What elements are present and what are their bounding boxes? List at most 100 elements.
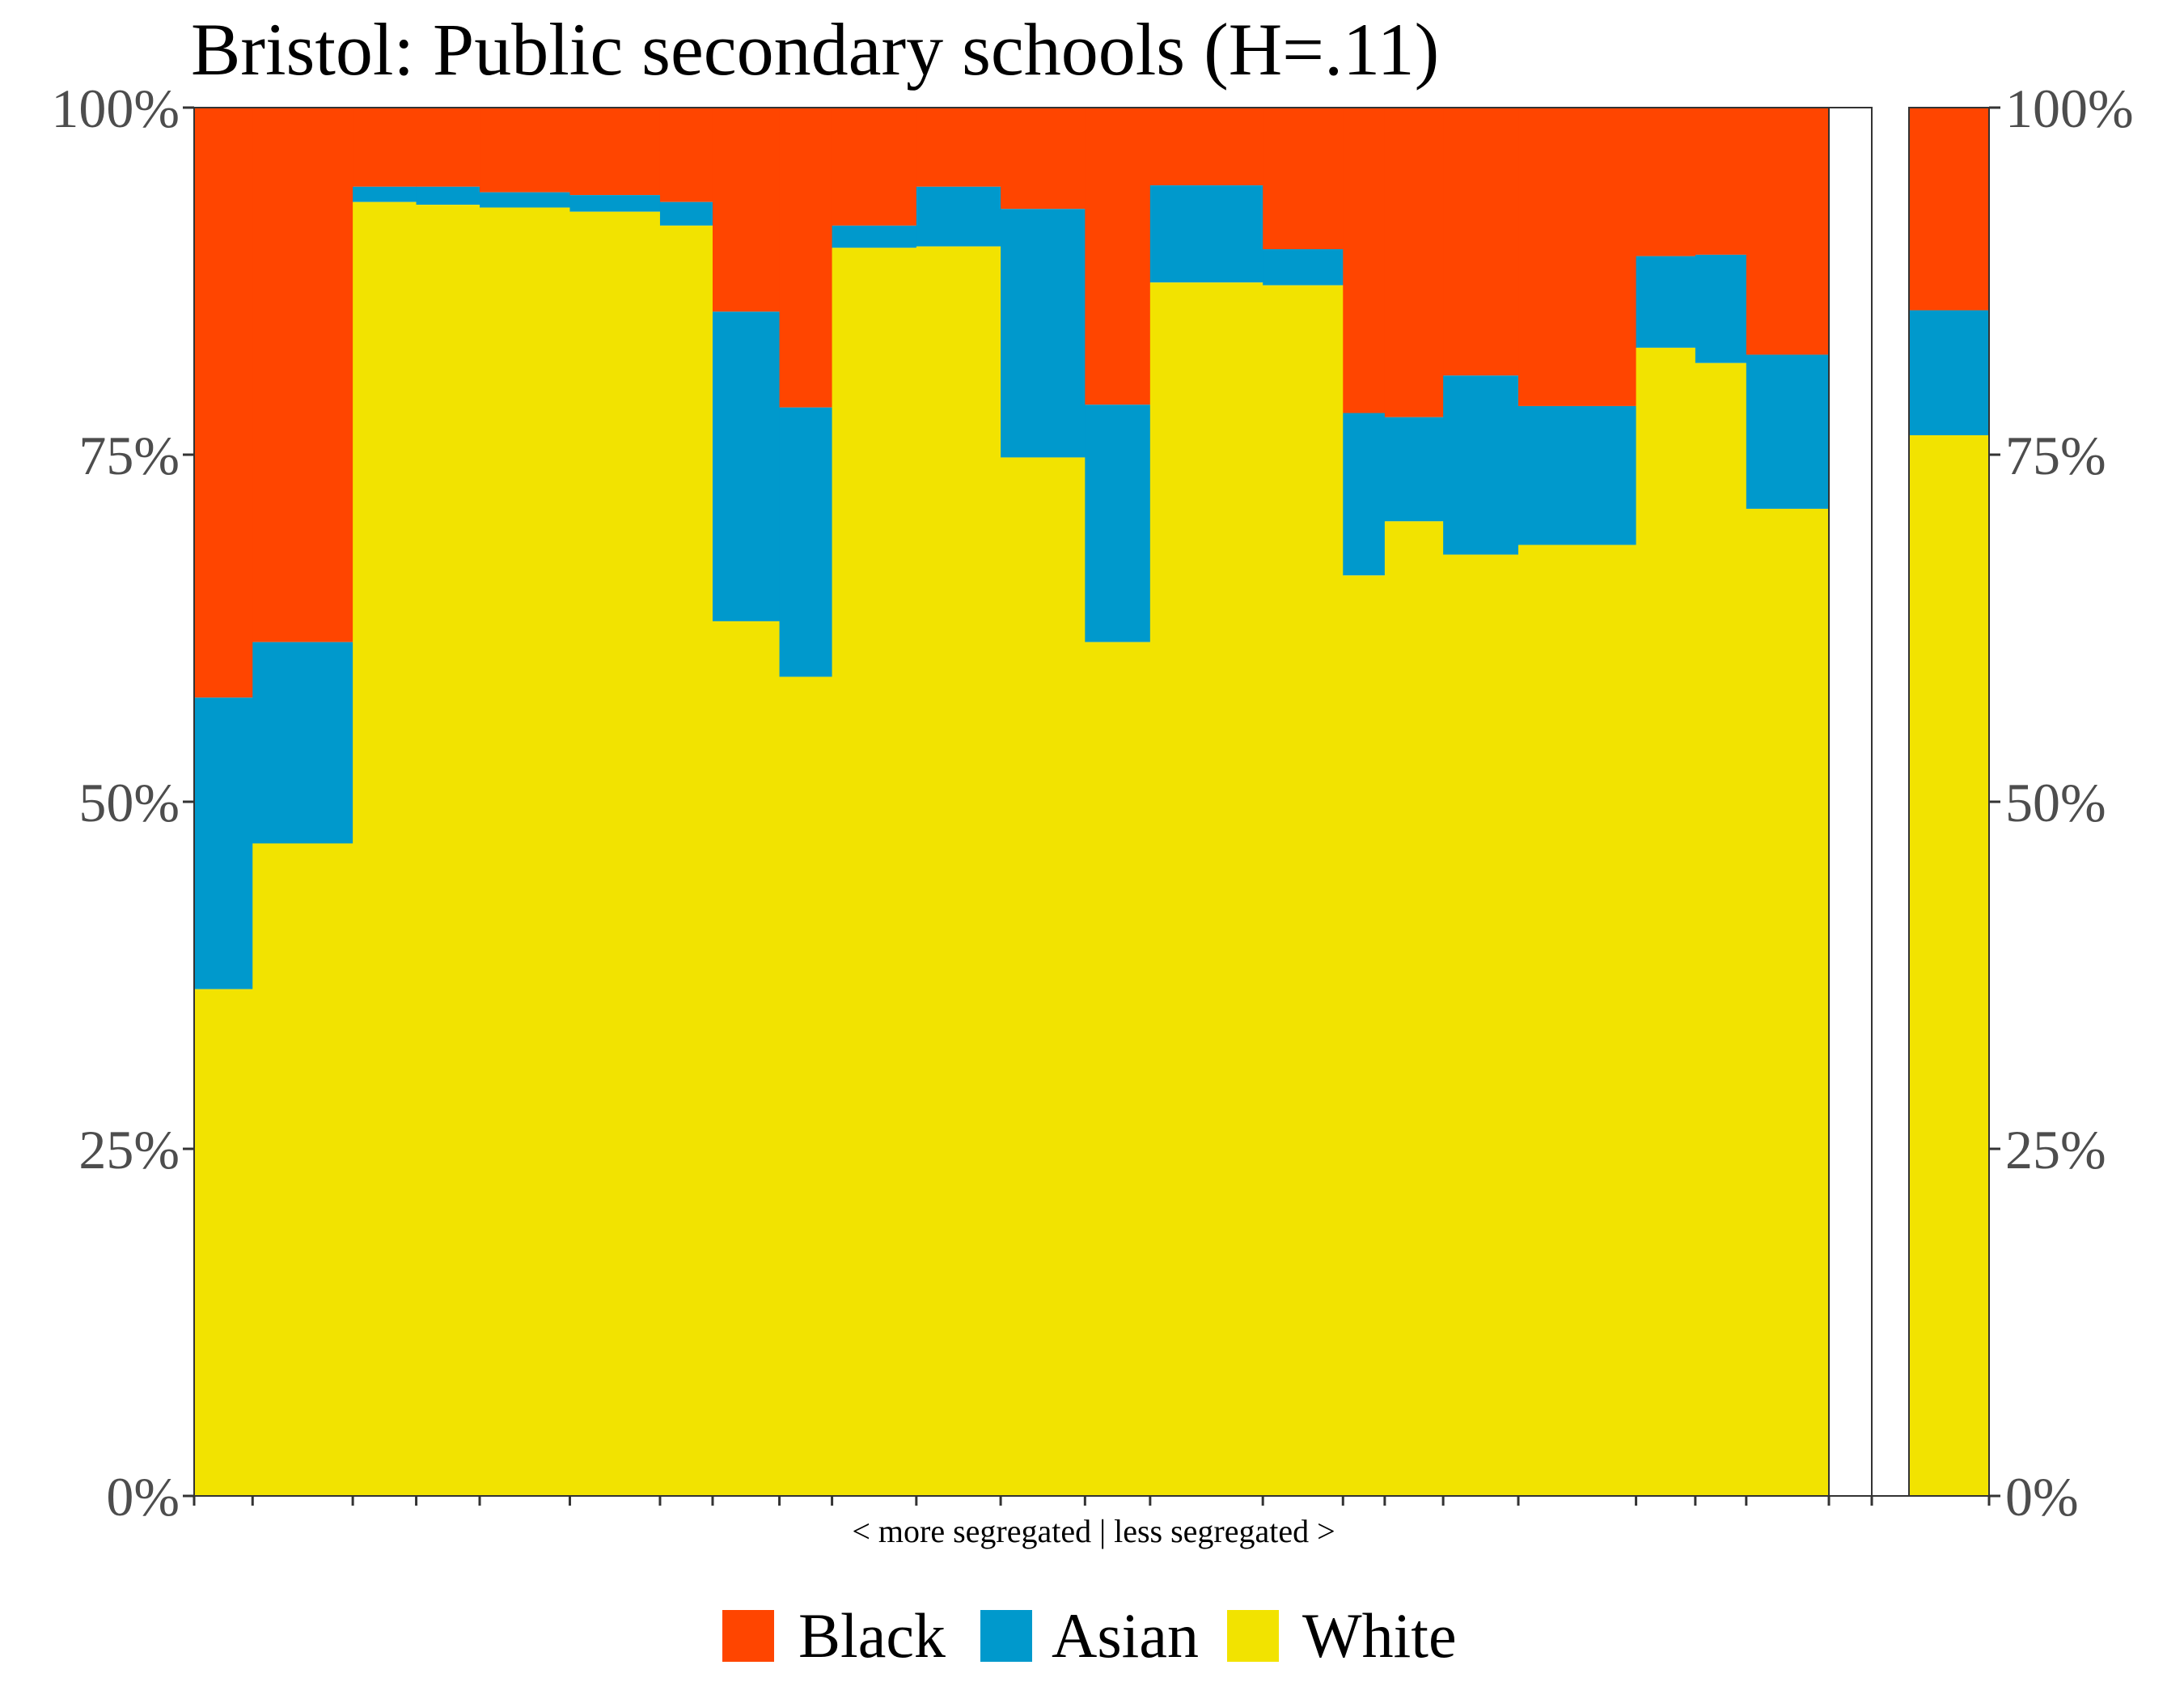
y-ticks-right: 0% 25% 50% 75% 100%	[1989, 78, 2134, 1527]
bar-segment-black	[1343, 108, 1386, 413]
bar-segment-white	[1695, 362, 1747, 1496]
bars-overall	[1909, 108, 1989, 1496]
axes	[193, 107, 1990, 1497]
bar-segment-asian	[712, 311, 781, 621]
bar-segment-white	[1443, 554, 1519, 1496]
school-bar-6	[569, 108, 661, 1497]
legend-key-asian	[980, 1610, 1032, 1662]
school-bar-18	[1443, 108, 1519, 1496]
y-tick-label-right: 0%	[2005, 1466, 2079, 1527]
school-bar-3	[353, 108, 417, 1497]
school-bar-16	[1343, 108, 1386, 1496]
y-tick-label-left: 25%	[78, 1119, 180, 1180]
bar-segment-asian	[1695, 254, 1747, 363]
bar-segment-black	[416, 108, 480, 187]
bar-segment-black	[194, 108, 253, 698]
bar-segment-white	[1384, 521, 1444, 1497]
school-bar-12	[1001, 108, 1086, 1496]
y-tick-label-left: 50%	[78, 772, 180, 833]
bar-segment-asian	[194, 697, 253, 989]
x-axis-label: < more segregated | less segregated >	[852, 1513, 1335, 1549]
bar-segment-asian	[779, 407, 833, 677]
school-bar-22	[1746, 108, 1830, 1496]
school-bar-5	[480, 108, 571, 1496]
y-tick-label-right: 100%	[2005, 78, 2134, 139]
bar-segment-black	[1001, 108, 1086, 210]
bar-segment-asian	[353, 186, 417, 202]
bar-segment-black	[1443, 108, 1519, 376]
bar-segment-white	[252, 843, 353, 1496]
bar-segment-black	[1384, 108, 1444, 417]
bars-main	[194, 108, 1830, 1497]
x-ticks	[193, 1496, 1991, 1506]
school-bar-7	[659, 108, 713, 1496]
bar-segment-black	[1695, 108, 1747, 255]
bar-segment-asian	[659, 201, 713, 226]
bar-segment-black	[1085, 108, 1151, 405]
bar-segment-asian	[1149, 185, 1263, 283]
bar-segment-asian	[416, 186, 480, 205]
y-tick-label-left: 75%	[78, 425, 180, 486]
school-bar-4	[416, 108, 480, 1496]
bar-segment-asian	[252, 642, 353, 844]
bar-segment-white	[779, 676, 833, 1496]
school-bar-14	[1149, 108, 1263, 1496]
bar-segment-white	[1001, 457, 1086, 1496]
bar-segment-black	[480, 108, 571, 193]
bar-segment-white	[1518, 544, 1637, 1496]
bar-segment-white	[832, 248, 917, 1496]
bar-segment-asian	[1443, 375, 1519, 555]
bar-segment-asian	[1001, 209, 1086, 458]
bar-segment-white	[1746, 508, 1830, 1496]
bar-segment-white	[659, 225, 713, 1496]
overall-segment-asian	[1909, 310, 1989, 435]
bar-segment-black	[1746, 108, 1830, 355]
bar-segment-black	[1263, 108, 1344, 250]
chart-title: Bristol: Public secondary schools (H=.11…	[191, 8, 1439, 91]
y-tick-label-left: 0%	[106, 1466, 180, 1527]
bar-segment-black	[712, 108, 781, 312]
plot-gap-frame	[1828, 107, 1873, 1497]
bar-segment-black	[779, 108, 833, 408]
bar-segment-white	[1085, 642, 1151, 1497]
bar-segment-black	[1518, 108, 1637, 406]
bar-segment-asian	[1746, 354, 1830, 509]
school-bar-19	[1518, 108, 1637, 1496]
school-bar-15	[1263, 108, 1344, 1497]
bar-segment-white	[1343, 575, 1386, 1496]
y-tick-label-right: 50%	[2005, 772, 2106, 833]
bar-segment-asian	[1263, 249, 1344, 286]
y-ticks-left: 0% 25% 50% 75% 100%	[51, 78, 194, 1527]
school-bar-9	[779, 108, 833, 1496]
bar-segment-asian	[480, 192, 571, 208]
school-bar-8	[712, 108, 781, 1497]
y-tick-label-left: 100%	[51, 78, 180, 139]
bar-segment-white	[712, 621, 781, 1497]
bar-segment-asian	[1636, 256, 1696, 348]
bar-segment-asian	[569, 195, 661, 212]
bar-segment-asian	[1085, 405, 1151, 642]
school-bar-2	[252, 108, 353, 1496]
legend: Black Asian White	[722, 1600, 1457, 1671]
y-tick-label-right: 75%	[2005, 425, 2106, 486]
bar-segment-white	[1149, 282, 1263, 1496]
bar-segment-black	[353, 108, 417, 187]
school-bar-11	[916, 108, 1001, 1497]
bar-segment-asian	[832, 225, 917, 248]
bar-segment-black	[569, 108, 661, 196]
overall-segment-black	[1909, 108, 1989, 311]
legend-key-black	[722, 1610, 774, 1662]
bar-segment-black	[832, 108, 917, 226]
bar-segment-white	[416, 205, 480, 1496]
bar-segment-white	[1636, 347, 1696, 1496]
school-bar-10	[832, 108, 917, 1496]
school-bar-21	[1695, 108, 1747, 1496]
bar-segment-black	[1149, 108, 1263, 186]
school-bar-1	[194, 108, 253, 1496]
legend-label-black: Black	[798, 1600, 946, 1671]
bar-segment-white	[353, 201, 417, 1497]
bar-segment-black	[1636, 108, 1696, 256]
bar-segment-white	[916, 246, 1001, 1497]
